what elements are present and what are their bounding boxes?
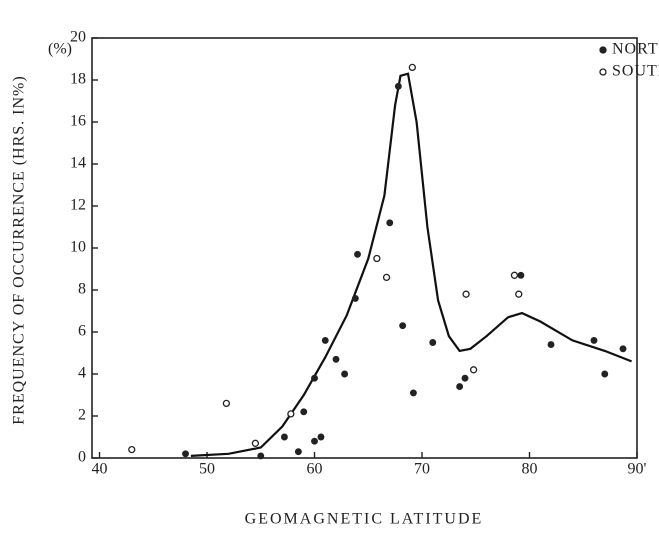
point	[394, 82, 402, 90]
point	[257, 452, 265, 460]
fit-curve	[190, 72, 633, 457]
point	[408, 63, 416, 72]
point	[517, 271, 525, 279]
point	[409, 389, 417, 397]
point	[547, 341, 555, 349]
legend-marker	[599, 68, 607, 76]
point	[429, 339, 437, 346]
point	[182, 450, 189, 458]
x-axis-label: GEOMAGNETIC LATITUDE	[245, 511, 484, 528]
point	[222, 399, 231, 408]
plot-frame	[91, 37, 638, 459]
point	[373, 254, 381, 263]
y-tick-label: 0	[78, 449, 86, 466]
x-tick-label: 60	[307, 461, 323, 478]
point	[462, 290, 470, 298]
point	[510, 271, 519, 279]
point	[382, 273, 391, 282]
y-tick-label: 2	[78, 407, 86, 424]
x-tick-label: 90'	[628, 461, 647, 478]
point	[128, 445, 136, 454]
y-tick-label: 4	[78, 365, 86, 382]
point	[341, 370, 349, 378]
point	[332, 355, 340, 363]
y-tick-label: 8	[78, 281, 86, 298]
y-tick-label: 10	[70, 239, 86, 256]
legend-label: SOUTH	[612, 63, 659, 80]
x-tick-label: 50	[199, 461, 215, 478]
point	[590, 336, 598, 344]
y-tick-label: 16	[70, 113, 86, 130]
point	[619, 345, 627, 353]
point	[294, 448, 302, 456]
point	[311, 374, 318, 382]
point	[469, 366, 478, 374]
point	[515, 290, 523, 298]
point	[461, 374, 469, 382]
point	[399, 322, 407, 330]
point	[354, 250, 361, 258]
y-tick-label: 14	[70, 155, 86, 172]
point	[311, 437, 318, 445]
y-unit: (%)	[48, 41, 72, 58]
point	[351, 294, 359, 302]
point	[601, 370, 609, 378]
y-tick-label: 20	[70, 29, 86, 46]
point	[317, 433, 325, 441]
y-tick-label: 12	[70, 197, 86, 214]
point	[321, 336, 329, 344]
x-tick-label: 40	[92, 461, 108, 478]
point	[456, 383, 464, 391]
x-tick-label: 80	[522, 461, 538, 478]
point	[287, 410, 295, 418]
y-axis-label: FREQUENCY OF OCCURRENCE (HRS. IN%)	[11, 75, 28, 424]
legend-marker	[599, 46, 607, 54]
y-tick-label: 6	[78, 323, 86, 340]
legend-label: NORTH	[612, 41, 659, 58]
point	[300, 408, 308, 416]
point	[280, 433, 288, 441]
y-tick-label: 18	[70, 71, 86, 88]
point	[386, 219, 394, 227]
x-tick-label: 70	[414, 461, 430, 478]
point	[251, 439, 260, 447]
